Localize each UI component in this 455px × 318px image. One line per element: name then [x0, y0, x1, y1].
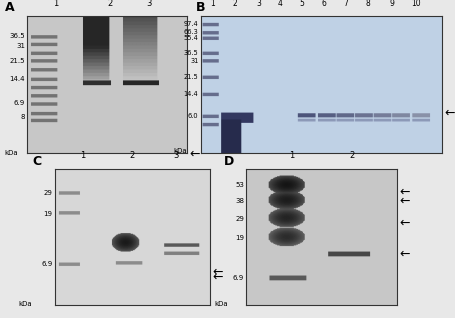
- Text: 5: 5: [299, 0, 304, 8]
- Text: 10: 10: [410, 0, 420, 8]
- Text: kDa: kDa: [5, 150, 18, 156]
- Text: 6.0: 6.0: [187, 113, 198, 119]
- Text: 14.4: 14.4: [183, 91, 198, 97]
- Text: 19: 19: [43, 211, 52, 217]
- Text: 38: 38: [234, 198, 243, 204]
- Text: 29: 29: [235, 216, 243, 222]
- Text: D: D: [223, 156, 233, 168]
- Text: 66.3: 66.3: [183, 29, 198, 35]
- Text: 6.9: 6.9: [41, 261, 52, 267]
- Text: 3: 3: [256, 0, 261, 8]
- Text: B: B: [196, 1, 205, 14]
- Text: kDa: kDa: [214, 301, 228, 307]
- Text: 36.5: 36.5: [183, 50, 198, 56]
- Text: 9: 9: [388, 0, 393, 8]
- Text: 4: 4: [278, 0, 282, 8]
- Text: A: A: [5, 1, 14, 14]
- Text: ←: ←: [398, 195, 409, 208]
- Text: 3: 3: [146, 0, 151, 8]
- Text: 2: 2: [348, 151, 354, 160]
- Text: 3: 3: [172, 151, 178, 160]
- Text: 1: 1: [288, 151, 293, 160]
- Text: 1: 1: [80, 151, 85, 160]
- Text: 8: 8: [20, 114, 25, 120]
- Text: 2: 2: [107, 0, 113, 8]
- Text: 7: 7: [343, 0, 347, 8]
- Text: 2: 2: [129, 151, 135, 160]
- Text: ←: ←: [212, 271, 222, 284]
- Text: ←: ←: [398, 186, 409, 199]
- Text: 19: 19: [234, 235, 243, 241]
- Text: 6: 6: [321, 0, 326, 8]
- Text: 97.4: 97.4: [183, 21, 198, 27]
- Text: kDa: kDa: [18, 301, 32, 307]
- Text: 21.5: 21.5: [183, 74, 198, 80]
- Text: kDa: kDa: [173, 148, 187, 154]
- Text: 6.9: 6.9: [232, 275, 243, 281]
- Text: 55.4: 55.4: [183, 35, 198, 41]
- Text: ←: ←: [189, 148, 199, 161]
- Text: 1: 1: [210, 0, 215, 8]
- Text: 36.5: 36.5: [10, 33, 25, 39]
- Text: 1: 1: [53, 0, 59, 8]
- Text: ←: ←: [444, 107, 454, 119]
- Text: 14.4: 14.4: [10, 76, 25, 82]
- Text: 6.9: 6.9: [14, 100, 25, 107]
- Text: ←: ←: [398, 248, 409, 261]
- Text: C: C: [32, 156, 41, 168]
- Text: 8: 8: [364, 0, 369, 8]
- Text: 31: 31: [190, 58, 198, 64]
- Text: ←: ←: [212, 265, 222, 278]
- Text: 29: 29: [44, 190, 52, 196]
- Text: 2: 2: [232, 0, 236, 8]
- Text: ←: ←: [398, 217, 409, 230]
- Text: 21.5: 21.5: [10, 58, 25, 64]
- Text: 31: 31: [16, 43, 25, 49]
- Text: 53: 53: [235, 182, 243, 188]
